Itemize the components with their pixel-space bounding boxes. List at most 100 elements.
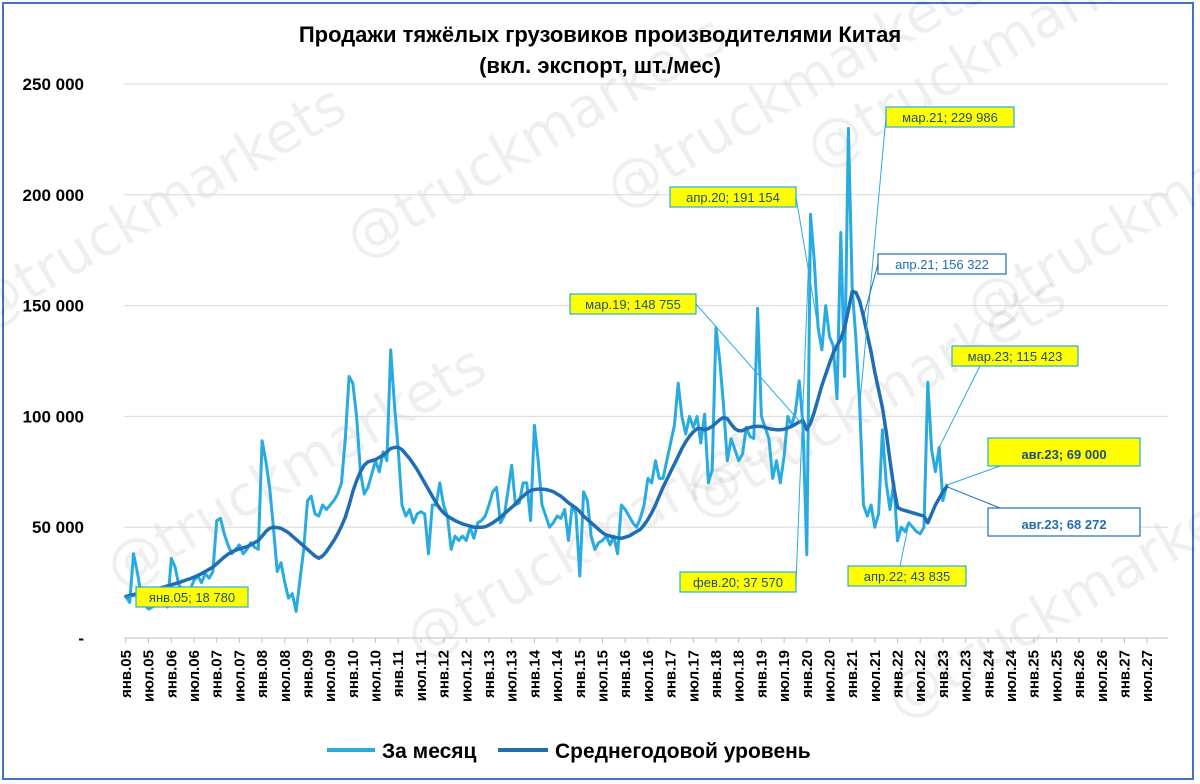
x-tick-label: июл.21 — [867, 650, 884, 702]
x-tick-label: июл.11 — [413, 650, 430, 701]
y-tick-label: 150 000 — [23, 297, 84, 316]
annotation-label: апр.20; 191 154 — [686, 190, 780, 205]
y-tick-label: 100 000 — [23, 407, 84, 426]
x-tick-label: июл.09 — [322, 650, 339, 702]
annotation-leader-line — [863, 263, 879, 317]
x-tick-label: июл.14 — [549, 649, 566, 702]
x-tick-label: июл.10 — [368, 650, 385, 702]
x-tick-label: янв.07 — [209, 650, 226, 698]
x-tick-label: янв.19 — [753, 650, 770, 698]
x-tick-label: июл.05 — [141, 650, 158, 702]
annotation: авг.23; 69 000 — [946, 437, 1141, 486]
legend-label-monthly: За месяц — [382, 740, 477, 763]
series-line-monthly — [124, 126, 949, 613]
annotation-label: мар.21; 229 986 — [902, 110, 998, 125]
x-tick-label: июл.08 — [277, 650, 294, 702]
x-tick-label: янв.24 — [980, 649, 997, 698]
annotation-leader-line — [899, 522, 910, 567]
x-tick-label: янв.15 — [572, 650, 589, 698]
y-tick-label: 250 000 — [23, 75, 84, 94]
x-tick-label: янв.08 — [254, 650, 271, 698]
x-tick-label: июл.24 — [1003, 649, 1020, 702]
y-tick-label: 200 000 — [23, 186, 84, 205]
annotation-box — [987, 437, 1141, 467]
annotation-leader-line — [946, 486, 1001, 509]
annotation-label: апр.22; 43 835 — [864, 569, 951, 584]
annotation-box — [135, 586, 249, 608]
annotation-leader-line — [795, 196, 819, 328]
x-tick-label: янв.21 — [844, 650, 861, 698]
annotation-box — [669, 186, 797, 208]
annotation-label: авг.23; 69 000 — [1021, 447, 1106, 462]
annotation: апр.20; 191 154 — [669, 186, 819, 328]
annotation: янв.05; 18 780 — [125, 586, 249, 608]
series-line-average — [124, 289, 949, 599]
annotation-leader-line — [795, 214, 812, 583]
x-tick-label: янв.27 — [1117, 650, 1134, 698]
series-lines — [124, 126, 949, 613]
annotation-label: авг.23; 68 272 — [1021, 517, 1106, 532]
x-tick-label: янв.10 — [345, 650, 362, 698]
annotation-box — [847, 565, 967, 587]
x-tick-label: янв.05 — [118, 650, 135, 698]
annotation: апр.22; 43 835 — [847, 522, 967, 587]
x-tick-label: июл.15 — [595, 650, 612, 702]
y-tick-label: - — [78, 629, 84, 648]
x-tick-label: июл.13 — [504, 650, 521, 702]
x-tick-label: янв.18 — [708, 650, 725, 698]
x-tick-label: июл.20 — [821, 650, 838, 702]
annotation-box — [885, 106, 1015, 128]
y-tick-label: 50 000 — [32, 518, 84, 537]
x-tick-label: июл.23 — [958, 650, 975, 702]
x-tick-label: янв.17 — [663, 650, 680, 698]
legend: За месяц Среднегодовой уровень — [327, 740, 811, 763]
x-tick-label: июл.07 — [231, 650, 248, 702]
annotation-box — [987, 507, 1141, 537]
x-tick-label: янв.22 — [890, 650, 907, 698]
annotation-label: янв.05; 18 780 — [149, 590, 235, 605]
annotation-leader-line — [859, 116, 887, 406]
x-tick-label: июл.06 — [186, 650, 203, 702]
annotation-box — [951, 345, 1079, 367]
x-tick-label: янв.25 — [1026, 650, 1043, 698]
annotation-label: мар.19; 148 755 — [585, 297, 681, 312]
annotation: фев.20; 37 570 — [679, 214, 812, 593]
x-tick-label: июл.22 — [912, 650, 929, 702]
y-axis-ticks: - 50 000 100 000 150 000 200 000 250 000 — [23, 75, 84, 648]
annotation: авг.23; 68 272 — [946, 486, 1141, 537]
x-tick-label: янв.06 — [163, 650, 180, 698]
x-tick-label: июл.26 — [1094, 650, 1111, 702]
x-tick-label: янв.14 — [526, 649, 543, 698]
annotation-label: апр.21; 156 322 — [895, 257, 989, 272]
annotation-leader-line — [946, 465, 1001, 486]
annotation-leader-line — [125, 595, 137, 598]
x-tick-label: июл.27 — [1139, 650, 1156, 702]
annotation-leader-line — [938, 365, 981, 448]
annotation-leader-line — [695, 303, 804, 426]
annotations: янв.05; 18 780 фев.20; 37 570 апр.20; 191 … — [125, 106, 1141, 608]
annotation-label: фев.20; 37 570 — [693, 575, 783, 590]
annotation: апр.21; 156 322 — [863, 253, 1007, 317]
x-tick-label: июл.19 — [776, 650, 793, 702]
x-tick-label: июл.25 — [1048, 650, 1065, 702]
watermark-text: @truckmarkets — [95, 332, 498, 602]
annotation-box — [679, 571, 797, 593]
annotation: мар.19; 148 755 — [569, 293, 804, 426]
annotation: мар.21; 229 986 — [859, 106, 1015, 406]
x-tick-label: июл.12 — [458, 650, 475, 702]
chart-title-line2: (вкл. экспорт, шт./мес) — [479, 53, 721, 78]
x-tick-label: июл.17 — [685, 650, 702, 702]
annotation-label: мар.23; 115 423 — [968, 349, 1063, 364]
x-tick-label: янв.12 — [436, 650, 453, 698]
x-tick-label: янв.20 — [799, 650, 816, 698]
x-tick-label: июл.18 — [731, 650, 748, 702]
legend-label-average: Среднегодовой уровень — [555, 740, 811, 763]
x-tick-label: янв.13 — [481, 650, 498, 698]
x-tick-label: июл.16 — [640, 650, 657, 702]
x-axis-ticks: янв.05 июл.05 янв.06 июл.06 янв.07 июл.07 янв.… — [118, 638, 1156, 702]
x-tick-label: янв.16 — [617, 650, 634, 698]
chart-title-line1: Продажи тяжёлых грузовиков производителя… — [299, 22, 901, 47]
annotation: мар.23; 115 423 — [938, 345, 1079, 448]
